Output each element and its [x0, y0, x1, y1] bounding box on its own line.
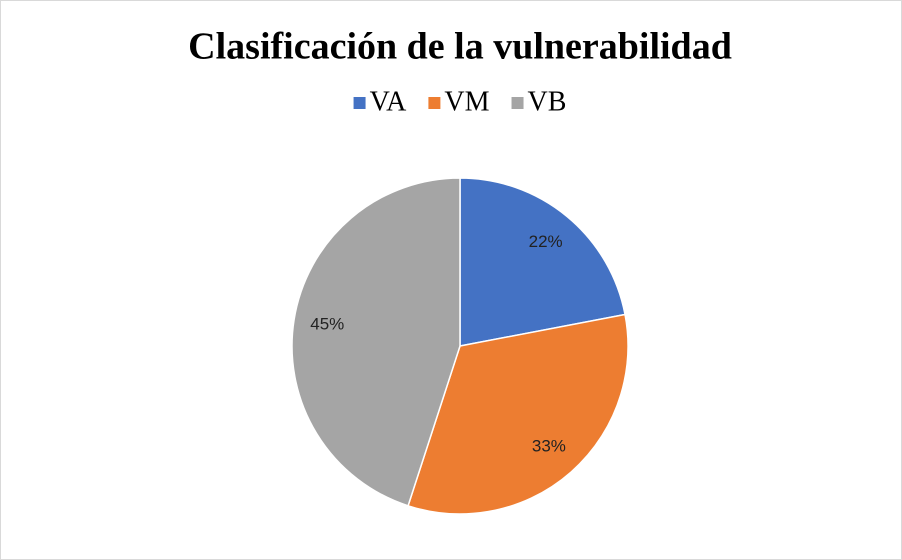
- data-label: 45%: [310, 314, 344, 333]
- legend-label: VM: [444, 86, 489, 117]
- legend-label: VB: [528, 86, 567, 117]
- legend-swatch: [511, 97, 524, 109]
- pie-slice: [407, 313, 629, 515]
- legend: VA VM VB: [353, 86, 567, 117]
- legend-swatch: [353, 97, 366, 109]
- data-label: 22%: [529, 232, 563, 251]
- pie-slice: [291, 177, 461, 507]
- data-label: 33%: [532, 436, 566, 455]
- chart-title: Clasificación de la vulnerabilidad: [188, 26, 732, 68]
- legend-swatch: [428, 97, 441, 109]
- pie-slice: [459, 177, 626, 347]
- legend-label: VA: [370, 86, 408, 117]
